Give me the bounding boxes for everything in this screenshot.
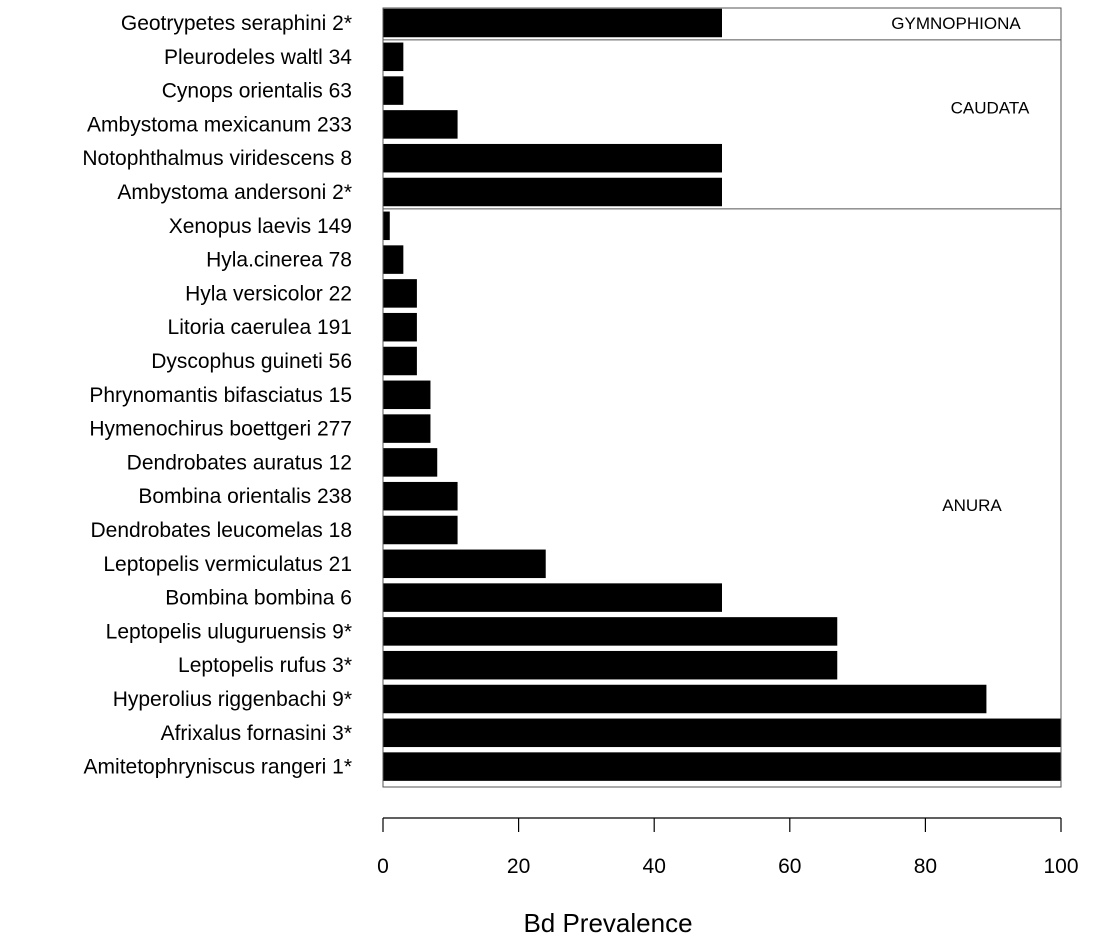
plot-frame [382, 7, 1062, 788]
category-label: Phrynomantis bifasciatus 15 [89, 384, 352, 407]
bar [383, 177, 722, 207]
bar [383, 211, 390, 241]
category-label: Leptopelis uluguruensis 9* [106, 620, 352, 643]
category-label: Amitetophryniscus rangeri 1* [84, 756, 352, 779]
bar [383, 617, 838, 646]
x-tick-label: 60 [778, 855, 801, 878]
category-label: Afrixalus fornasini 3* [161, 722, 352, 745]
category-label: Notophthalmus viridescens 8 [82, 147, 352, 170]
category-label: Ambystoma mexicanum 233 [87, 113, 352, 136]
category-label: Bombina orientalis 238 [138, 485, 352, 508]
bar [383, 414, 431, 443]
bar [383, 718, 1061, 748]
bar [383, 448, 438, 477]
bar [383, 684, 987, 714]
bar [383, 312, 417, 342]
bar [383, 42, 404, 72]
category-label: Hyla versicolor 22 [185, 282, 352, 305]
group-label: CAUDATA [951, 98, 1030, 117]
category-label: Litoria caerulea 191 [168, 316, 352, 339]
bar [383, 346, 417, 376]
x-tick-label: 100 [1043, 855, 1078, 878]
bars-layer [383, 8, 1061, 781]
x-axis: 0 20 40 60 80 100 [377, 817, 1079, 878]
category-label: Hymenochirus boettgeri 277 [89, 418, 352, 441]
category-label: Xenopus laevis 149 [169, 215, 352, 238]
bar [383, 8, 722, 38]
x-tick-label: 40 [643, 855, 666, 878]
category-label: Ambystoma andersoni 2* [117, 181, 352, 204]
x-axis-title: Bd Prevalence [523, 908, 692, 938]
bar [383, 380, 431, 410]
bar [383, 515, 458, 545]
bar [383, 76, 404, 105]
bar [383, 481, 458, 511]
bar [383, 583, 722, 612]
bar [383, 752, 1061, 781]
bar [383, 110, 458, 139]
bar [383, 279, 417, 308]
group-label: GYMNOPHIONA [891, 14, 1021, 33]
x-tick-label: 80 [914, 855, 937, 878]
category-label: Leptopelis vermiculatus 21 [103, 553, 352, 576]
group-labels: GYMNOPHIONA CAUDATA ANURA [891, 14, 1030, 515]
category-label: Hyla.cinerea 78 [206, 249, 352, 272]
x-tick-label: 20 [507, 855, 530, 878]
bar [383, 549, 546, 579]
category-label: Hyperolius riggenbachi 9* [113, 688, 352, 711]
category-label: Leptopelis rufus 3* [178, 654, 352, 677]
frame-layer [382, 7, 1062, 788]
bar [383, 245, 404, 274]
x-tick-label: 0 [377, 855, 389, 878]
category-label: Bombina bombina 6 [165, 587, 352, 610]
category-label: Dendrobates auratus 12 [127, 451, 352, 474]
bar [383, 143, 722, 173]
category-label: Pleurodeles waltl 34 [164, 46, 352, 69]
bar [383, 650, 838, 680]
category-label: Geotrypetes seraphini 2* [121, 12, 352, 35]
group-label: ANURA [942, 496, 1002, 515]
category-labels: Geotrypetes seraphini 2* Pleurodeles walt… [82, 12, 352, 779]
category-label: Dendrobates leucomelas 18 [91, 519, 353, 542]
category-label: Cynops orientalis 63 [162, 80, 352, 103]
category-label: Dyscophus guineti 56 [151, 350, 352, 373]
